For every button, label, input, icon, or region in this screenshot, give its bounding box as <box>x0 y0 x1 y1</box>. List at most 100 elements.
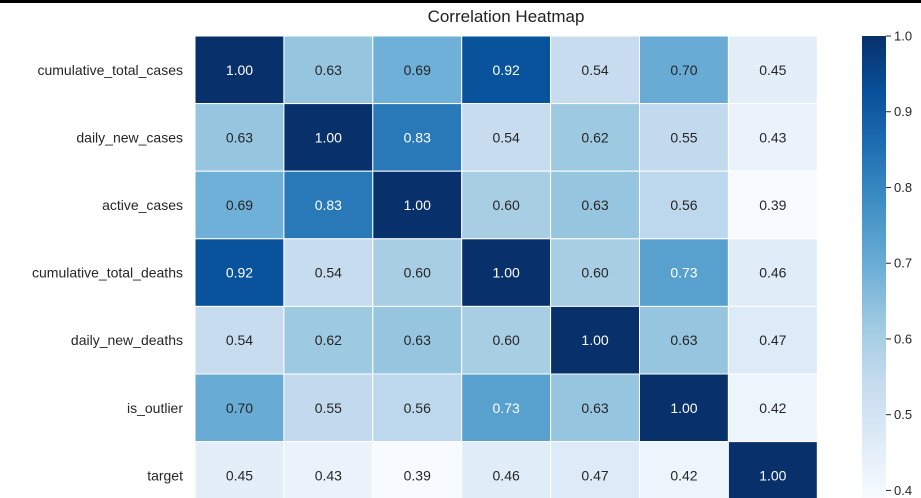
heatmap-cell <box>727 35 818 105</box>
cell-value-label: 1.00 <box>670 400 697 416</box>
cell-value-label: 1.00 <box>759 467 786 483</box>
heatmap-cell <box>639 35 729 105</box>
heatmap-cell <box>461 35 552 105</box>
cell-value-label: 0.60 <box>404 265 431 281</box>
colorbar-gradient <box>862 36 886 498</box>
cell-value-label: 0.60 <box>493 332 520 348</box>
colorbar-tick-label: 0.6 <box>894 331 912 346</box>
cell-value-label: 0.70 <box>226 400 253 416</box>
row-label: daily_new_cases <box>76 129 183 145</box>
cell-value-label: 0.69 <box>226 197 253 213</box>
cell-value-label: 0.55 <box>670 129 697 145</box>
cell-value-label: 0.69 <box>404 62 431 78</box>
row-label: target <box>147 467 183 483</box>
cell-value-label: 1.00 <box>315 129 342 145</box>
heatmap-cell <box>283 170 374 240</box>
cell-value-label: 0.47 <box>581 467 608 483</box>
cell-value-label: 0.43 <box>315 467 342 483</box>
cell-value-label: 0.70 <box>670 62 697 78</box>
row-label: active_cases <box>102 197 183 213</box>
cell-value-label: 0.43 <box>759 129 786 145</box>
cell-value-label: 1.00 <box>581 332 608 348</box>
heatmap-cell <box>372 170 463 240</box>
heatmap-cell <box>194 170 285 240</box>
colorbar-tick-label: 0.7 <box>894 256 912 271</box>
cell-value-label: 0.39 <box>759 197 786 213</box>
heatmap-cell <box>283 441 374 498</box>
heatmap-cell <box>639 373 729 443</box>
row-label: daily_new_deaths <box>71 332 183 348</box>
cell-value-label: 0.54 <box>315 265 342 281</box>
cell-value-label: 1.00 <box>493 265 520 281</box>
cell-value-label: 0.46 <box>759 265 786 281</box>
cell-value-label: 0.47 <box>759 332 786 348</box>
heatmap-cell <box>372 373 463 443</box>
chart-title: Correlation Heatmap <box>427 7 585 26</box>
heatmap-cell <box>727 305 818 375</box>
cell-value-label: 0.83 <box>404 129 431 145</box>
cell-value-label: 0.45 <box>226 467 253 483</box>
heatmap-cell <box>283 35 374 105</box>
cell-value-label: 0.92 <box>493 62 520 78</box>
row-label: cumulative_total_cases <box>37 62 183 78</box>
heatmap-cell <box>550 238 640 307</box>
heatmap-cell <box>727 441 818 498</box>
heatmap-cell <box>727 103 818 172</box>
heatmap-cell <box>550 373 640 443</box>
colorbar-tick-label: 0.5 <box>894 407 912 422</box>
heatmap-cell <box>639 103 729 172</box>
cell-value-label: 0.55 <box>315 400 342 416</box>
heatmap-cell <box>372 238 463 307</box>
cell-value-label: 0.62 <box>581 129 608 145</box>
colorbar-tick-label: 1.0 <box>894 29 912 44</box>
cell-value-label: 0.60 <box>493 197 520 213</box>
colorbar-tick-label: 0.8 <box>894 180 912 195</box>
colorbar-tick-label: 0.4 <box>894 483 912 498</box>
cell-value-label: 0.92 <box>226 265 253 281</box>
cell-value-label: 0.63 <box>315 62 342 78</box>
cell-value-label: 0.63 <box>670 332 697 348</box>
heatmap-cell <box>639 238 729 307</box>
cell-value-label: 0.54 <box>581 62 608 78</box>
cell-value-label: 0.73 <box>493 400 520 416</box>
cell-value-label: 0.54 <box>226 332 253 348</box>
top-border-line <box>0 0 921 3</box>
cell-value-label: 0.54 <box>493 129 520 145</box>
heatmap-cell <box>372 305 463 375</box>
cell-value-label: 0.60 <box>581 265 608 281</box>
cell-value-label: 0.73 <box>670 265 697 281</box>
heatmap-cell <box>194 35 285 105</box>
cell-value-label: 0.45 <box>759 62 786 78</box>
cell-value-label: 0.46 <box>493 467 520 483</box>
heatmap-cell <box>639 170 729 240</box>
heatmap-cell <box>639 441 729 498</box>
cell-value-label: 0.63 <box>581 197 608 213</box>
colorbar: 1.0 0.9 0.8 0.7 0.6 0.5 0.4 <box>862 29 912 498</box>
cell-value-label: 1.00 <box>404 197 431 213</box>
cell-value-label: 0.56 <box>404 400 431 416</box>
heatmap-cell <box>194 238 285 307</box>
cell-value-label: 0.83 <box>315 197 342 213</box>
cell-value-label: 0.56 <box>670 197 697 213</box>
heatmap-cell <box>727 373 818 443</box>
cell-value-label: 0.62 <box>315 332 342 348</box>
heatmap-cell <box>550 305 640 375</box>
cell-value-label: 1.00 <box>226 62 253 78</box>
row-label: cumulative_total_deaths <box>32 265 183 281</box>
heatmap-cell <box>283 305 374 375</box>
colorbar-tick-label: 0.9 <box>894 104 912 119</box>
heatmap-cell <box>461 103 552 172</box>
cell-value-label: 0.42 <box>670 467 697 483</box>
cell-value-label: 0.63 <box>581 400 608 416</box>
heatmap-cell <box>194 373 285 443</box>
heatmap-cell <box>372 35 463 105</box>
heatmap-cell <box>372 103 463 172</box>
heatmap-cell <box>283 238 374 307</box>
heatmap-cell <box>550 103 640 172</box>
heatmap-cell <box>727 170 818 240</box>
heatmap-cell <box>461 170 552 240</box>
heatmap-cells: 1.00 0.63 0.69 0.92 0.54 0.70 0.45 0.63 1.00 0.83… <box>194 35 818 498</box>
cell-value-label: 0.63 <box>226 129 253 145</box>
cell-value-label: 0.39 <box>404 467 431 483</box>
